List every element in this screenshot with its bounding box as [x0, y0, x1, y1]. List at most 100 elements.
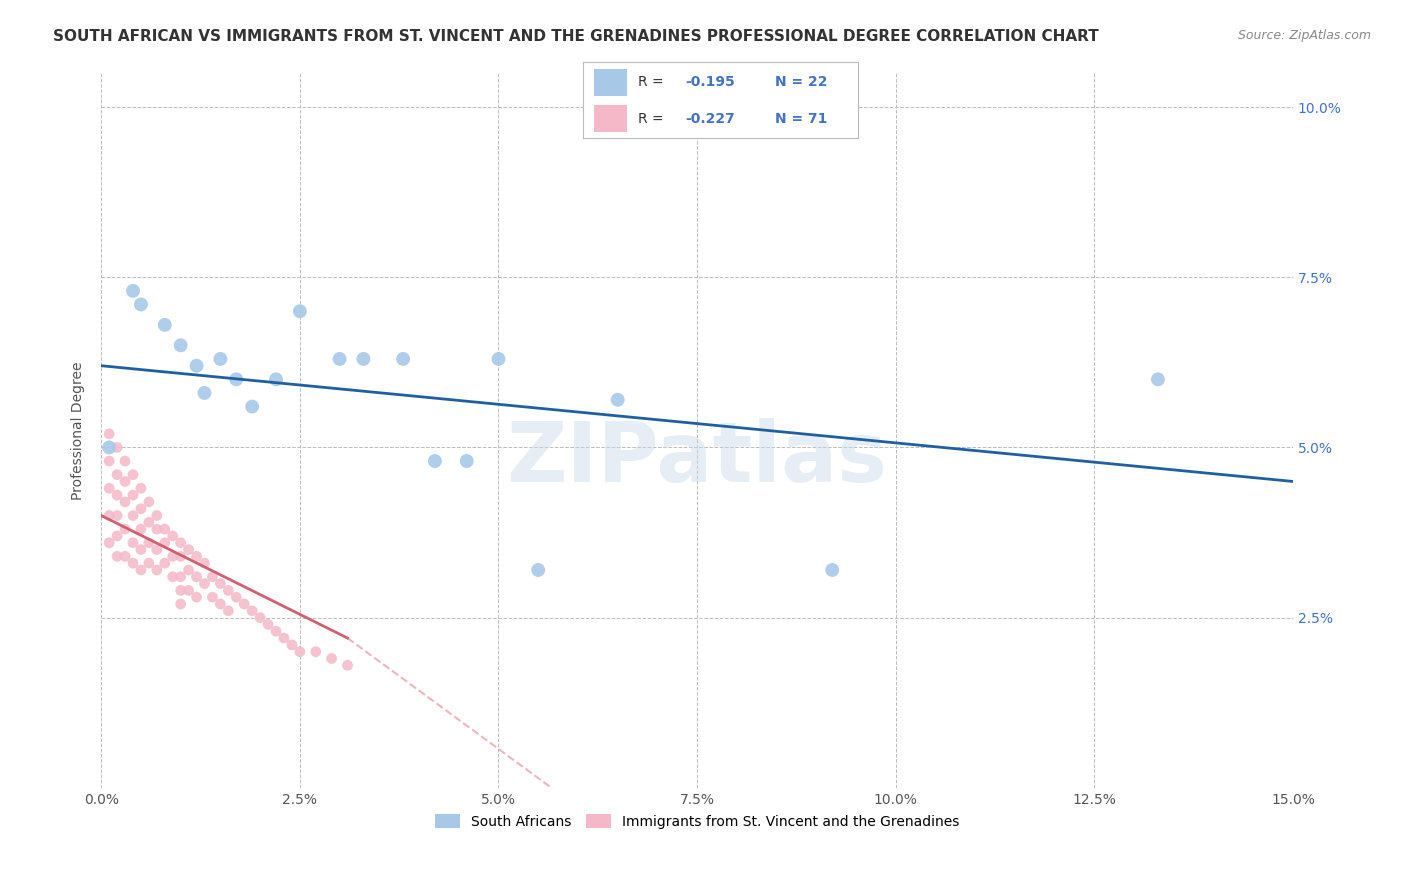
Point	[273, 631, 295, 645]
Point	[162, 549, 184, 564]
Point	[209, 597, 232, 611]
Point	[105, 467, 128, 482]
Point	[336, 658, 359, 673]
Text: Source: ZipAtlas.com: Source: ZipAtlas.com	[1237, 29, 1371, 42]
Point	[329, 351, 352, 366]
Text: ZIPatlas: ZIPatlas	[506, 418, 887, 500]
Point	[122, 488, 145, 502]
Point	[153, 522, 176, 536]
Point	[114, 549, 136, 564]
Point	[98, 508, 121, 523]
Text: -0.227: -0.227	[685, 112, 735, 126]
Point	[129, 522, 152, 536]
Bar	[595, 69, 627, 95]
Point	[177, 542, 200, 557]
Point	[122, 535, 145, 549]
Point	[114, 495, 136, 509]
Point	[1147, 372, 1170, 386]
Point	[122, 284, 145, 298]
Point	[217, 583, 239, 598]
Point	[264, 624, 287, 639]
Point	[257, 617, 280, 632]
Point	[225, 372, 247, 386]
Point	[177, 583, 200, 598]
Point	[138, 495, 160, 509]
Point	[162, 529, 184, 543]
Point	[129, 481, 152, 495]
Point	[129, 542, 152, 557]
Point	[105, 549, 128, 564]
Point	[98, 535, 121, 549]
Bar	[595, 105, 627, 132]
Point	[153, 318, 176, 332]
Point	[527, 563, 550, 577]
Point	[153, 535, 176, 549]
Point	[186, 570, 208, 584]
Point	[217, 604, 239, 618]
Point	[233, 597, 256, 611]
Point	[105, 508, 128, 523]
Point	[162, 570, 184, 584]
Point	[240, 400, 263, 414]
Point	[305, 645, 328, 659]
Point	[114, 522, 136, 536]
Point	[129, 501, 152, 516]
Point	[114, 475, 136, 489]
Point	[177, 563, 200, 577]
Point	[423, 454, 446, 468]
Point	[122, 508, 145, 523]
Point	[129, 297, 152, 311]
Point	[186, 359, 208, 373]
Point	[153, 556, 176, 570]
Point	[146, 542, 169, 557]
Point	[249, 610, 271, 624]
Point	[281, 638, 304, 652]
Text: -0.195: -0.195	[685, 75, 735, 89]
Text: N = 22: N = 22	[776, 75, 828, 89]
Point	[209, 351, 232, 366]
Point	[114, 454, 136, 468]
Text: SOUTH AFRICAN VS IMMIGRANTS FROM ST. VINCENT AND THE GRENADINES PROFESSIONAL DEG: SOUTH AFRICAN VS IMMIGRANTS FROM ST. VIN…	[53, 29, 1099, 44]
Point	[122, 467, 145, 482]
Point	[169, 597, 191, 611]
Point	[146, 522, 169, 536]
Point	[288, 304, 311, 318]
Point	[138, 516, 160, 530]
Y-axis label: Professional Degree: Professional Degree	[72, 361, 86, 500]
Point	[98, 454, 121, 468]
Point	[105, 488, 128, 502]
Text: R =: R =	[638, 112, 668, 126]
Point	[138, 556, 160, 570]
Point	[201, 591, 224, 605]
Point	[138, 535, 160, 549]
Point	[488, 351, 510, 366]
Point	[186, 549, 208, 564]
Point	[169, 338, 191, 352]
Point	[105, 441, 128, 455]
Point	[193, 556, 215, 570]
Text: N = 71: N = 71	[776, 112, 828, 126]
Point	[821, 563, 844, 577]
Point	[169, 549, 191, 564]
Point	[209, 576, 232, 591]
Point	[146, 563, 169, 577]
Point	[606, 392, 628, 407]
Point	[193, 576, 215, 591]
Point	[105, 529, 128, 543]
Point	[201, 570, 224, 584]
Point	[98, 441, 121, 455]
Point	[193, 386, 215, 401]
Point	[264, 372, 287, 386]
Point	[225, 591, 247, 605]
Point	[288, 645, 311, 659]
Point	[352, 351, 374, 366]
Point	[392, 351, 415, 366]
Point	[169, 535, 191, 549]
Point	[169, 583, 191, 598]
Point	[129, 563, 152, 577]
Text: R =: R =	[638, 75, 668, 89]
Point	[169, 570, 191, 584]
Point	[186, 591, 208, 605]
Point	[456, 454, 478, 468]
Point	[122, 556, 145, 570]
